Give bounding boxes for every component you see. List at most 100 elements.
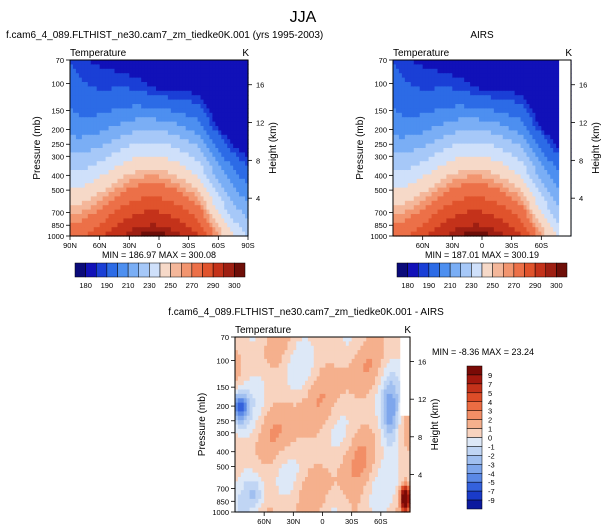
heatmap-cell — [218, 161, 222, 167]
heatmap-cell — [111, 222, 116, 228]
heatmap-cell — [508, 73, 513, 79]
heatmap-cell — [535, 192, 539, 197]
heatmap-cell — [135, 183, 139, 189]
heatmap-cell — [532, 222, 536, 228]
heatmap-cell — [111, 68, 116, 74]
heatmap-cell — [200, 183, 205, 189]
heatmap-cell — [419, 178, 424, 184]
heatmap-cell — [523, 165, 528, 171]
heatmap-cell — [535, 231, 539, 237]
heatmap-cell — [467, 200, 471, 206]
heatmap-cell — [416, 64, 421, 70]
heatmap-cell — [215, 183, 219, 189]
heatmap-cell — [239, 192, 243, 197]
heatmap-cell — [239, 126, 243, 131]
heatmap-cell — [182, 218, 187, 224]
heatmap-cell — [111, 200, 116, 206]
heatmap-cell — [138, 126, 142, 131]
heatmap-cell — [514, 134, 519, 140]
heatmap-cell — [461, 77, 465, 83]
missing-region — [559, 60, 571, 236]
heatmap-cell — [523, 161, 528, 167]
heatmap-cell — [446, 64, 450, 70]
heatmap-cell — [132, 209, 136, 215]
heatmap-cell — [446, 86, 450, 92]
heatmap-cell — [458, 214, 462, 219]
panel-units-label: K — [404, 325, 411, 336]
heatmap-cell — [78, 231, 83, 237]
heatmap-cell — [75, 82, 80, 87]
heatmap-cell — [538, 64, 542, 70]
heatmap-cell — [144, 174, 148, 180]
heatmap-cell — [224, 192, 228, 197]
heatmap-cell — [428, 214, 433, 219]
heatmap-cell — [203, 192, 208, 197]
heatmap-cell — [230, 95, 234, 101]
heatmap-cell — [212, 178, 216, 184]
heatmap-cell — [87, 174, 92, 180]
heatmap-cell — [185, 117, 190, 123]
heatmap-cell — [96, 152, 101, 158]
heatmap-cell — [200, 152, 205, 158]
heatmap-cell — [203, 112, 208, 118]
heatmap-cell — [437, 170, 442, 175]
y-tick-label: 500 — [51, 186, 64, 195]
heatmap-cell — [449, 165, 453, 171]
heatmap-cell — [224, 174, 228, 180]
heatmap-cell — [188, 104, 193, 109]
heatmap-cell — [404, 143, 409, 149]
heatmap-cell — [520, 143, 525, 149]
heatmap-cell — [434, 192, 439, 197]
heatmap-cell — [482, 183, 486, 189]
heatmap-cell — [419, 174, 424, 180]
heatmap-cell — [401, 196, 406, 202]
heatmap-cell — [502, 130, 507, 136]
heatmap-cell — [117, 82, 122, 87]
heatmap-cell — [123, 139, 127, 145]
heatmap-cell — [529, 218, 534, 224]
heatmap-cell — [404, 117, 409, 123]
heatmap-cell — [508, 68, 513, 74]
heatmap-cell — [240, 337, 245, 342]
heatmap-cell — [425, 112, 430, 118]
heatmap-cell — [70, 112, 74, 118]
heatmap-cell — [236, 187, 240, 193]
heatmap-cell — [227, 200, 231, 206]
heatmap-cell — [96, 174, 101, 180]
heatmap-cell — [553, 156, 557, 162]
heatmap-cell — [434, 134, 439, 140]
heatmap-cell — [464, 231, 468, 237]
heatmap-cell — [431, 187, 436, 193]
heatmap-cell — [144, 231, 148, 237]
heatmap-cell — [393, 134, 397, 140]
heatmap-cell — [520, 108, 525, 114]
heatmap-cell — [90, 60, 95, 65]
heatmap-cell — [129, 183, 133, 189]
heatmap-cell — [75, 196, 80, 202]
heatmap-cell — [70, 139, 74, 145]
heatmap-cell — [431, 178, 436, 184]
heatmap-cell — [502, 200, 507, 206]
heatmap-cell — [514, 222, 519, 228]
heatmap-cell — [508, 205, 513, 211]
heatmap-cell — [393, 209, 397, 215]
heatmap-cell — [487, 214, 492, 219]
heatmap-cell — [455, 218, 459, 224]
heatmap-cell — [209, 218, 213, 224]
heatmap-cell — [464, 86, 468, 92]
heatmap-cell — [482, 165, 486, 171]
heatmap-cell — [422, 60, 427, 65]
heatmap-cell — [236, 170, 240, 175]
heatmap-cell — [431, 130, 436, 136]
heatmap-cell — [81, 95, 86, 101]
heatmap-cell — [135, 143, 139, 149]
heatmap-cell — [221, 192, 225, 197]
heatmap-cell — [96, 90, 101, 96]
heatmap-cell — [482, 60, 486, 65]
heatmap-cell — [422, 68, 427, 74]
heatmap-cell — [416, 130, 421, 136]
heatmap-cell — [511, 205, 516, 211]
heatmap-cell — [416, 139, 421, 145]
heatmap-cell — [446, 152, 450, 158]
heatmap-cell — [520, 152, 525, 158]
